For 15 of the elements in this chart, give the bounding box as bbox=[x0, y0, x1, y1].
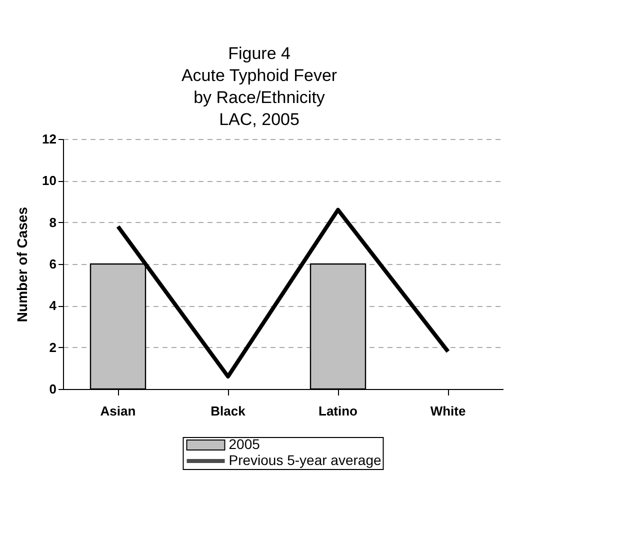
legend-label: 2005 bbox=[228, 436, 260, 452]
y-tick-label: 4 bbox=[49, 298, 58, 314]
x-tick-label: Black bbox=[210, 404, 246, 418]
y-tick-label: 8 bbox=[49, 214, 56, 230]
y-tick-label: 0 bbox=[49, 382, 56, 396]
x-tick-label: Asian bbox=[100, 404, 136, 418]
y-tick-label: 10 bbox=[42, 173, 56, 188]
x-tick-label: Latino bbox=[318, 404, 358, 418]
y-tick-label: 2 bbox=[49, 340, 56, 355]
legend-label: Previous 5-year average bbox=[228, 452, 382, 468]
y-tick-label: 12 bbox=[42, 132, 56, 146]
y-axis-title: Number of Cases bbox=[14, 206, 30, 322]
y-tick-label: 6 bbox=[49, 256, 56, 272]
x-tick-label: White bbox=[430, 404, 466, 418]
chart-title: Figure 4 Acute Typhoid Fever by Race/Ethnicity LAC, 2005 bbox=[181, 44, 338, 129]
